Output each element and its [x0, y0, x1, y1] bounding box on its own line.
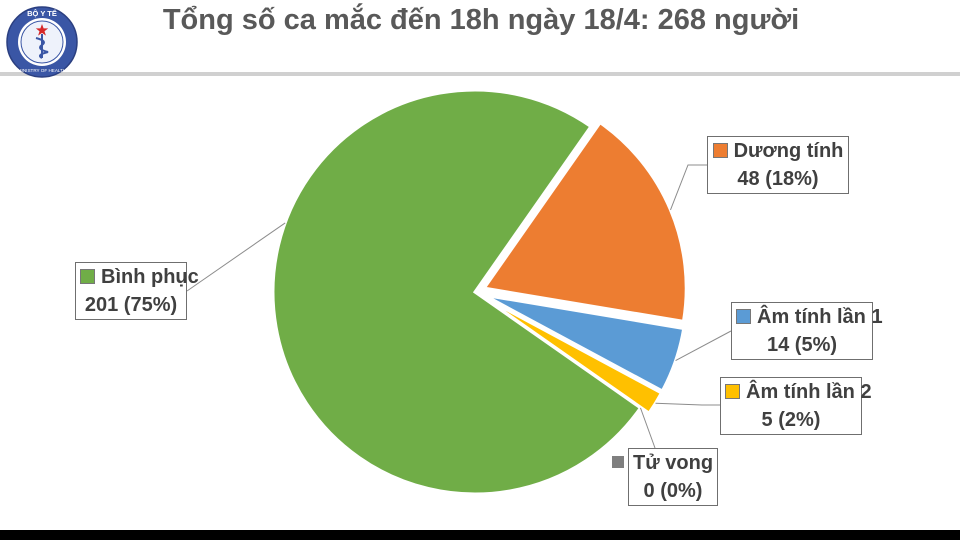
pie-slices — [271, 88, 688, 496]
leader-line-0 — [670, 164, 707, 211]
logo-top-text: BỘ Y TẾ — [27, 8, 57, 18]
callout-name: Dương tính — [733, 140, 844, 162]
callout-name: Âm tính lần 2 — [746, 381, 872, 403]
callout-am-tinh-lan-1: Âm tính lần 1 14 (5%) — [731, 302, 883, 360]
logo-bottom-text: MINISTRY OF HEALTH — [18, 68, 67, 73]
callout-value: 201 (75%) — [84, 294, 178, 316]
duong-tinh-swatch — [712, 143, 728, 158]
chart-title: Tổng số ca mắc đến 18h ngày 18/4: 268 ng… — [162, 4, 800, 36]
leader-line-4 — [186, 222, 286, 292]
leader-line-2 — [655, 402, 720, 406]
pie-slice-2 — [482, 295, 664, 416]
title-bar — [0, 0, 960, 72]
bottom-edge — [0, 530, 960, 540]
am-tinh-1-swatch — [736, 309, 751, 324]
am-tinh-2-swatch — [725, 384, 740, 399]
callout-am-tinh-lan-2: Âm tính lần 2 5 (2%) — [720, 377, 872, 435]
pie-slice-4 — [271, 88, 643, 496]
callout-value: 14 (5%) — [766, 334, 838, 356]
callout-name: Bình phục — [101, 266, 199, 288]
callout-name: Tử vong — [633, 452, 714, 474]
callout-name: Âm tính lần 1 — [757, 306, 883, 328]
callout-binh-phuc: Bình phục 201 (75%) — [75, 262, 199, 320]
binh-phuc-swatch — [80, 269, 95, 284]
leader-line-3 — [639, 407, 656, 449]
leader-lines — [186, 164, 732, 449]
callout-value: 5 (2%) — [761, 409, 821, 431]
ministry-of-health-logo: BỘ Y TẾ MINISTRY OF HEALTH — [6, 6, 78, 78]
tu-vong-swatch — [612, 456, 624, 468]
callout-value: 48 (18%) — [737, 168, 819, 190]
callout-duong-tinh: Dương tính 48 (18%) — [707, 136, 849, 194]
callout-tu-vong: Tử vong 0 (0%) — [628, 448, 718, 506]
callout-value: 0 (0%) — [643, 480, 703, 502]
title-divider — [0, 72, 960, 76]
leader-line-1 — [675, 330, 732, 362]
